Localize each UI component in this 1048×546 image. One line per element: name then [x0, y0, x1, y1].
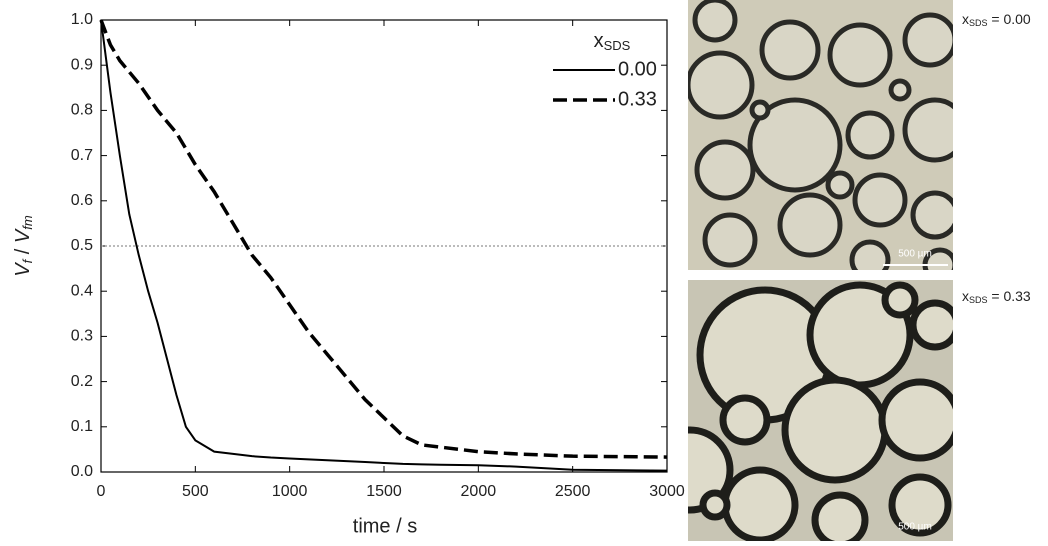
series-line [100, 19, 668, 472]
y-tick-label: 0.6 [71, 192, 93, 209]
image-label: xSDS = 0.33 [962, 288, 1031, 306]
y-label-part: fm [20, 215, 35, 230]
micrograph-1: 500 µm [688, 0, 953, 270]
y-label-part: / [12, 243, 34, 260]
y-axis-label: Vf / Vfm [12, 215, 35, 277]
y-tick-label: 0.7 [71, 147, 93, 164]
scale-bar-label: 500 µm [898, 249, 932, 260]
image-label: xSDS = 0.00 [962, 11, 1031, 29]
x-tick-label: 1000 [272, 483, 308, 500]
x-axis-label: time / s [353, 515, 417, 537]
y-label-part: V [12, 228, 34, 243]
micrograph-2: 500 µm [688, 280, 953, 541]
legend-label: 0.33 [618, 88, 657, 110]
legend-title-sub: SDS [604, 38, 631, 53]
x-tick-label: 3000 [649, 483, 685, 500]
legend-label: 0.00 [618, 58, 657, 80]
label-sub: SDS [969, 18, 988, 28]
legend-title: xSDS [594, 30, 631, 53]
x-tick-label: 2500 [555, 483, 591, 500]
y-tick-label: 0.0 [71, 463, 93, 480]
x-tick-label: 1500 [366, 483, 402, 500]
legend-title-main: x [594, 30, 604, 52]
y-tick-label: 0.4 [71, 282, 93, 299]
scale-bar-label: 500 µm [898, 522, 932, 533]
x-tick-label: 500 [182, 483, 209, 500]
label-rest: = 0.33 [988, 288, 1031, 304]
label-rest: = 0.00 [988, 11, 1031, 27]
y-tick-label: 0.8 [71, 102, 93, 119]
y-label-part: f [20, 258, 35, 263]
label-main: x [962, 11, 969, 27]
x-tick-label: 0 [97, 483, 106, 500]
y-label-part: V [12, 262, 34, 277]
series-line [99, 19, 668, 459]
y-tick-label: 0.2 [71, 373, 93, 390]
y-tick-label: 1.0 [71, 11, 93, 28]
y-tick-label: 0.9 [71, 56, 93, 73]
x-tick-label: 2000 [461, 483, 497, 500]
y-tick-label: 0.3 [71, 328, 93, 345]
y-tick-label: 0.5 [71, 237, 93, 254]
y-tick-label: 0.1 [71, 418, 93, 435]
label-sub: SDS [969, 295, 988, 305]
label-main: x [962, 288, 969, 304]
